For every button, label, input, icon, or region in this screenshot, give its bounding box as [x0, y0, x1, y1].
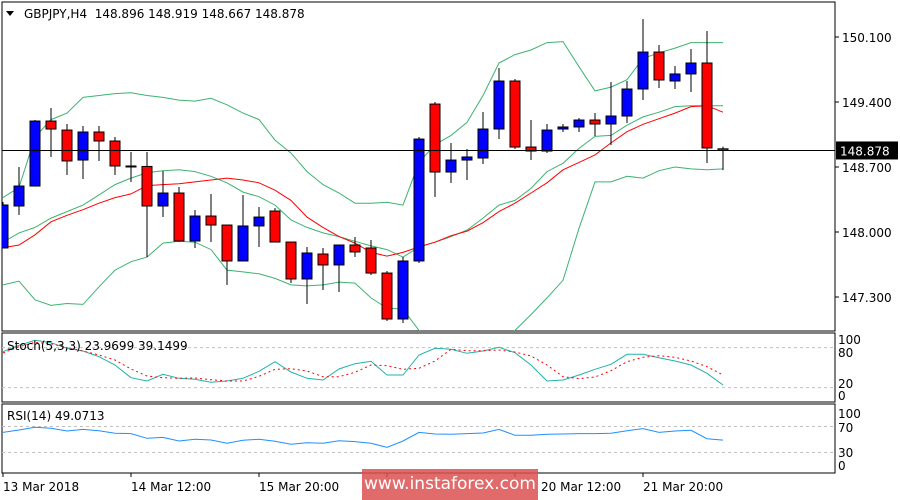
- bollinger-upper-line: [2, 41, 723, 206]
- candle-body: [13, 185, 25, 207]
- candle-body: [269, 210, 281, 243]
- rsi-axis-label: 0: [838, 459, 846, 473]
- stoch-main-line: [2, 339, 724, 386]
- time-tick-label: 15 Mar 20:00: [259, 480, 339, 494]
- candle-body: [285, 241, 297, 280]
- bollinger-lower-line: [2, 166, 724, 331]
- dropdown-triangle-icon[interactable]: [6, 11, 14, 16]
- candle-body: [125, 165, 137, 168]
- candle-body: [157, 192, 169, 207]
- candle-body: [509, 80, 521, 148]
- candle-body: [685, 62, 697, 75]
- candle-body: [141, 165, 153, 207]
- price-tick-label: 148.000: [842, 226, 892, 240]
- watermark: www.instaforex.com: [362, 469, 538, 500]
- current-price-label: 148.878: [840, 144, 890, 158]
- price-tick-label: 149.400: [842, 96, 892, 110]
- time-tick-label: 14 Mar 12:00: [131, 480, 211, 494]
- stoch-signal-line: [2, 341, 724, 382]
- candle-body: [493, 80, 505, 130]
- price-tick-label: 147.300: [842, 291, 892, 305]
- candle-body: [61, 129, 73, 162]
- rsi-axis-label: 30: [838, 446, 853, 460]
- candle-body: [381, 272, 393, 320]
- stoch-label: Stoch(5,3,3) 23.9699 39.1499: [7, 339, 188, 353]
- candle-body: [237, 225, 249, 262]
- candle-body: [93, 131, 105, 142]
- candle-body: [397, 260, 409, 320]
- rsi-axis-label: 70: [838, 421, 853, 435]
- bollinger-middle-line: [2, 105, 723, 258]
- candle-body: [573, 119, 585, 128]
- candle-body: [621, 88, 633, 117]
- chart-header: GBPJPY,H4 148.896 148.919 148.667 148.87…: [24, 7, 305, 21]
- stoch-axis-label: 0: [838, 389, 846, 403]
- candle-body: [365, 247, 377, 274]
- candle-body: [253, 216, 265, 227]
- rsi-line: [2, 426, 724, 448]
- candle-body: [109, 140, 121, 167]
- candle-body: [653, 51, 665, 81]
- candle-body: [45, 120, 57, 130]
- candle-body: [349, 244, 361, 253]
- candle-body: [445, 159, 457, 173]
- candle-body: [221, 224, 233, 262]
- price-tick-label: 148.700: [842, 161, 892, 175]
- candle-body: [205, 215, 217, 226]
- moving-average-line: [2, 105, 724, 257]
- candle-body: [605, 115, 617, 125]
- time-tick-label: 20 Mar 12:00: [541, 480, 621, 494]
- candle-body: [29, 120, 41, 187]
- candle-body: [2, 204, 9, 249]
- candle-body: [301, 252, 313, 280]
- candle-body: [189, 215, 201, 242]
- candle-body: [477, 128, 489, 159]
- candle-body: [589, 119, 601, 125]
- candle-body: [333, 244, 345, 266]
- candle-body: [461, 156, 473, 161]
- price-tick-label: 150.100: [842, 31, 892, 45]
- time-tick-label: 21 Mar 20:00: [643, 480, 723, 494]
- rsi-axis-label: 100: [838, 407, 861, 421]
- rsi-label: RSI(14) 49.0713: [7, 409, 105, 423]
- candle-body: [77, 131, 89, 161]
- stoch-axis-label: 80: [838, 346, 853, 360]
- candle-body: [525, 146, 537, 152]
- candle-body: [429, 103, 441, 173]
- stoch-axis-label: 20: [838, 377, 853, 391]
- current-price-badge: [836, 141, 898, 160]
- stoch-axis-label: 100: [838, 333, 861, 347]
- candle-body: [541, 129, 553, 152]
- candle-body: [317, 253, 329, 266]
- candle-body: [669, 73, 681, 82]
- candle-body: [637, 51, 649, 90]
- rsi-panel: [1, 403, 836, 474]
- candle-body: [413, 138, 425, 262]
- candle-body: [557, 126, 569, 130]
- time-tick-label: 13 Mar 2018: [3, 480, 79, 494]
- candle-body: [701, 62, 713, 149]
- candle-body: [173, 192, 185, 242]
